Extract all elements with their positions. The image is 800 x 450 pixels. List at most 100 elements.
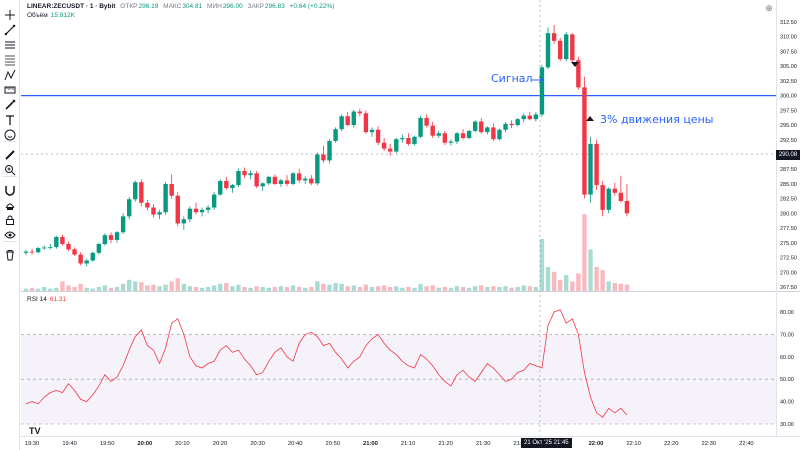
candle-body: [357, 111, 363, 114]
volume-legend[interactable]: Объём 15.812K: [27, 12, 75, 19]
volume-bar: [381, 285, 387, 291]
volume-bar: [29, 287, 35, 291]
volume-bar: [588, 249, 593, 291]
buy-marker-icon: [586, 116, 594, 121]
high-label: МАКС: [163, 3, 182, 10]
crosshair-icon[interactable]: [3, 8, 17, 22]
candle-body: [485, 127, 490, 133]
volume-bar: [66, 285, 71, 291]
zoom-icon[interactable]: [3, 163, 17, 177]
volume-bar: [527, 286, 533, 291]
rsi-axis-label: 30.00: [780, 422, 794, 428]
move-annotation: 3% движения цены: [600, 113, 714, 126]
volume-bar: [400, 287, 405, 291]
price-axis-label: 277.50: [780, 226, 797, 232]
fib-icon[interactable]: [3, 53, 17, 67]
candle-body: [230, 185, 235, 189]
volume-bar: [272, 287, 278, 291]
candle-body: [284, 180, 290, 184]
text-icon[interactable]: [3, 113, 17, 127]
volume-bar: [418, 283, 423, 291]
chart-canvas[interactable]: 312.50 310.00 307.50 305.00 302.50 300.00 297.…: [21, 0, 800, 450]
volume-bar: [145, 285, 150, 291]
trash-icon[interactable]: [3, 248, 17, 262]
volume-bar: [327, 284, 332, 291]
horizontal-line-icon[interactable]: [3, 38, 17, 52]
candle-body: [151, 207, 156, 215]
eye-icon[interactable]: [3, 228, 17, 242]
volume-bar: [90, 288, 95, 291]
volume-label: Объём: [27, 12, 48, 19]
volume-bar: [600, 270, 605, 291]
volume-bar: [497, 287, 502, 291]
add-plus-icon[interactable]: ⊕: [765, 3, 773, 13]
volume-bar: [485, 287, 490, 291]
volume-bar: [564, 275, 569, 291]
candle-body: [145, 202, 150, 208]
candle-body: [557, 40, 563, 60]
candle-body: [551, 33, 557, 41]
volume-bar: [545, 267, 551, 291]
brush-icon[interactable]: [3, 98, 17, 112]
volume-bar: [23, 288, 29, 291]
close-label: ЗАКР: [247, 3, 264, 10]
tradingview-logo[interactable]: TV: [29, 426, 41, 436]
volume-bar: [42, 287, 47, 291]
measure-icon[interactable]: [3, 83, 17, 97]
symbol-name[interactable]: LINEAR:ZECUSDT · 1 · Bybit: [27, 3, 116, 10]
volume-bar: [224, 283, 229, 291]
candle-body: [533, 114, 539, 120]
candle-body: [576, 60, 581, 88]
volume-bar: [35, 288, 41, 291]
volume-bar: [576, 273, 581, 291]
pattern-icon[interactable]: [3, 68, 17, 82]
magnet-icon[interactable]: [3, 183, 17, 197]
candle-body: [345, 116, 350, 126]
volume-bar: [424, 286, 429, 291]
time-axis-label: 20:00: [137, 441, 152, 447]
volume-bar: [278, 286, 284, 291]
emoji-icon[interactable]: [3, 128, 17, 142]
candle-body: [90, 252, 95, 261]
volume-bar: [303, 287, 308, 291]
candle-body: [430, 125, 435, 136]
rsi-legend[interactable]: RSI 14 61.31: [27, 296, 66, 303]
volume-bar: [72, 287, 77, 291]
chart-area[interactable]: 312.50 310.00 307.50 305.00 302.50 300.00 297.…: [21, 0, 800, 450]
volume-bar: [133, 281, 138, 291]
time-axis-label: 22:30: [702, 441, 717, 447]
lock-icon[interactable]: [3, 213, 17, 227]
volume-bar: [236, 284, 241, 291]
price-axis-label: 295.00: [780, 123, 797, 129]
candle-body: [139, 182, 144, 203]
price-axis-label: 300.00: [780, 94, 797, 100]
volume-bar: [290, 285, 296, 291]
rsi-value: 61.31: [49, 296, 67, 303]
candle-body: [406, 138, 411, 144]
volume-bar: [406, 287, 411, 291]
candle-body: [381, 142, 387, 149]
candle-body: [266, 176, 271, 184]
cursor-date-tag: 21 Окт '25 21:45: [521, 438, 572, 448]
price-axis-label: 285.00: [780, 182, 797, 188]
trend-line-icon[interactable]: [3, 23, 17, 37]
price-axis-label: 297.50: [780, 108, 797, 114]
volume-bar: [533, 287, 539, 291]
rsi-axis-label: 80.00: [780, 310, 794, 316]
candle-body: [424, 117, 429, 126]
price-axis-label: 312.50: [780, 20, 797, 26]
volume-bar: [594, 267, 599, 291]
candle-body: [42, 247, 47, 249]
time-axis-label: 19:30: [25, 441, 40, 447]
time-axis-label: 20:10: [175, 441, 190, 447]
ruler-icon[interactable]: [3, 148, 17, 162]
candle-body: [29, 251, 35, 253]
candle-body: [436, 133, 441, 136]
sell-marker-icon: [571, 62, 579, 67]
volume-bar: [248, 287, 253, 291]
time-axis-label: 21:00: [363, 441, 378, 447]
volume-bar: [260, 287, 265, 291]
candle-body: [126, 199, 132, 217]
lock-drawing-icon[interactable]: [3, 198, 17, 212]
candle-body: [290, 173, 296, 184]
